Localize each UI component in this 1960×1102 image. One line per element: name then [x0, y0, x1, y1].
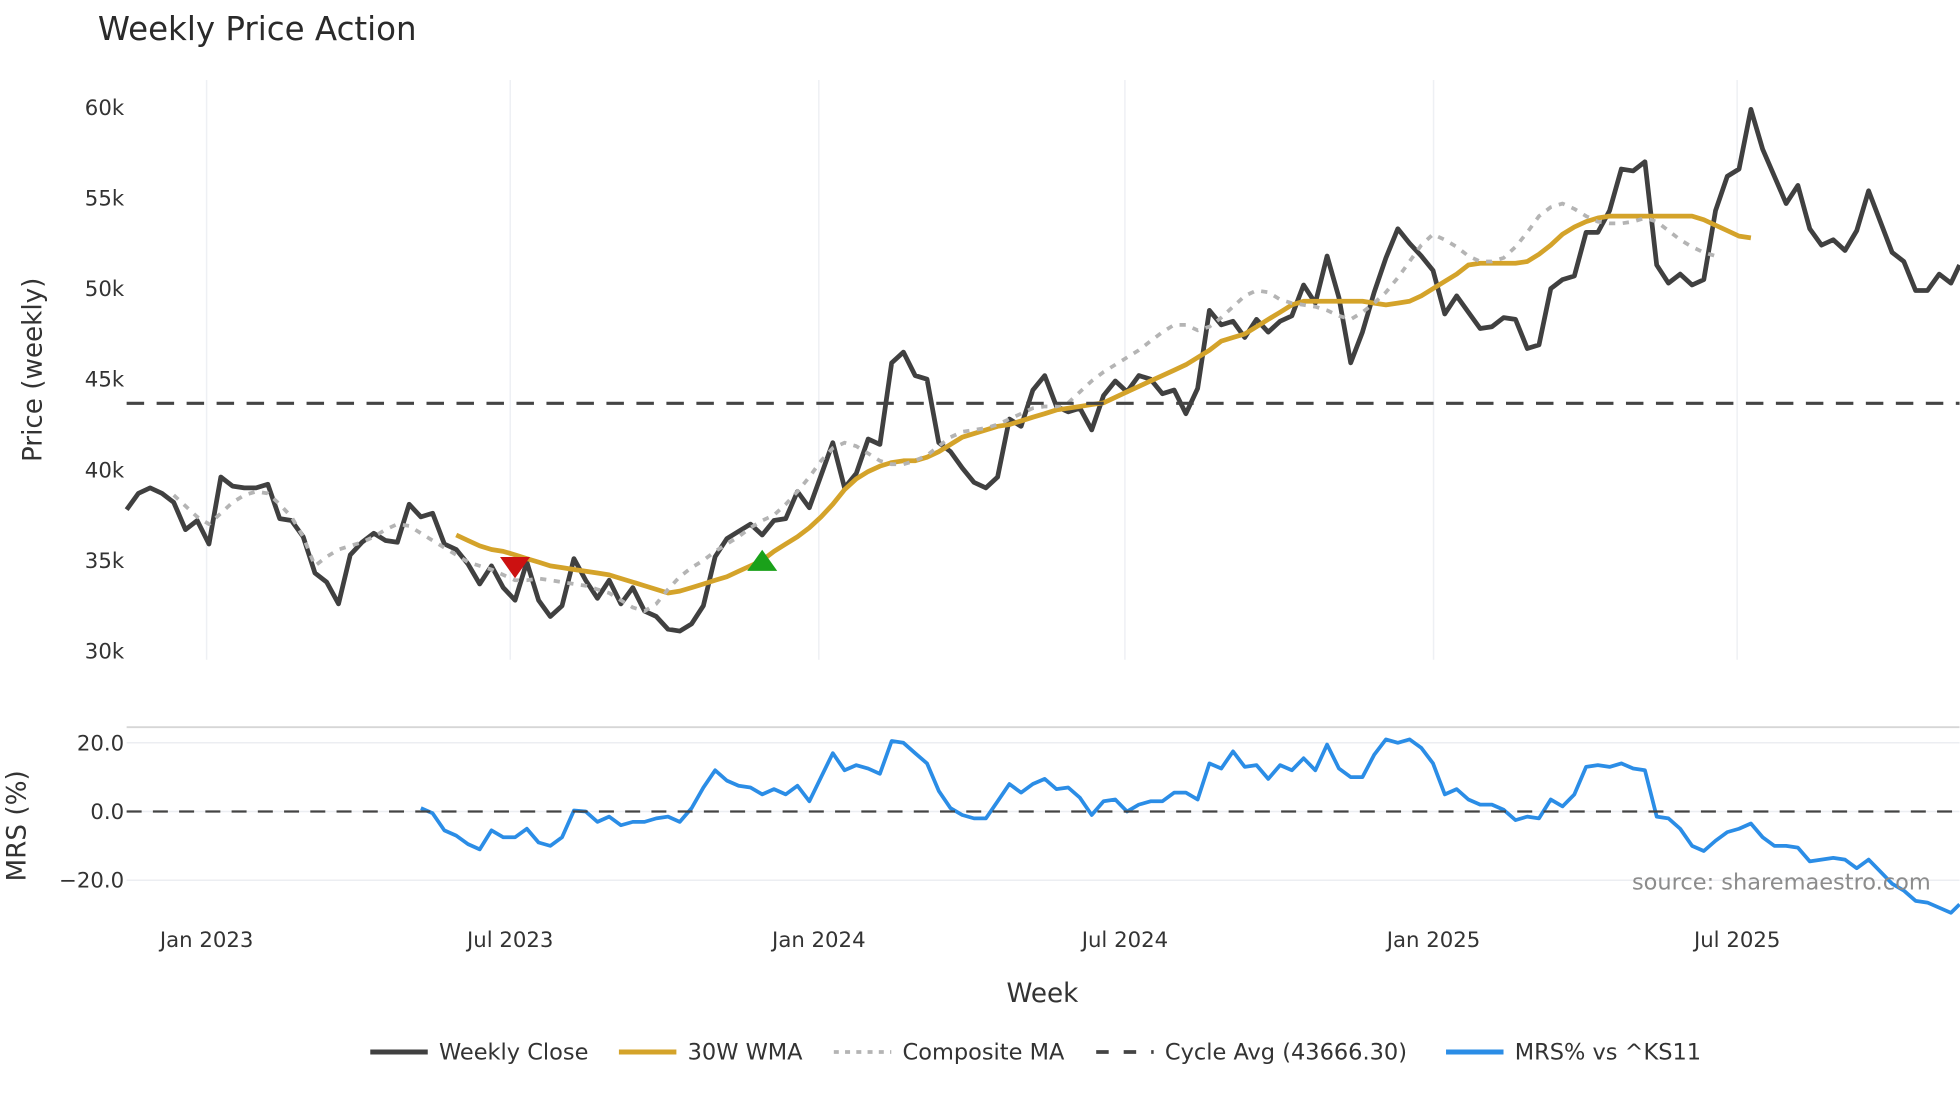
legend-label: MRS% vs ^KS11: [1515, 1040, 1701, 1066]
mrs-y-tick: 0.0: [90, 800, 124, 825]
mrs-gridlines: [126, 726, 1960, 881]
sell-signal-icon: [500, 557, 531, 579]
price-y-tick: 35k: [85, 549, 125, 574]
mrs-y-axis-label: MRS (%): [2, 770, 32, 881]
x-axis-ticks: Jan 2023 Jul 2023 Jan 2024 Jul 2024 Jan 2025…: [158, 928, 1781, 953]
legend-label: 30W WMA: [688, 1040, 804, 1066]
legend-item[interactable]: Weekly Close: [370, 1040, 588, 1066]
legend-label: Cycle Avg (43666.30): [1165, 1040, 1407, 1066]
legend-label: Composite MA: [903, 1040, 1065, 1066]
legend-item[interactable]: MRS% vs ^KS11: [1446, 1040, 1701, 1066]
series-layer: [124, 106, 1960, 915]
price-y-ticks: 30k 35k 40k 45k 50k 55k 60k: [85, 96, 125, 665]
x-tick: Jan 2024: [770, 928, 866, 953]
price-y-axis-label: Price (weekly): [19, 278, 49, 462]
weekly-close-line: [124, 106, 1960, 634]
x-axis-label: Week: [1007, 979, 1080, 1009]
x-tick: Jan 2025: [1385, 928, 1481, 953]
mrs-y-ticks: −20.0 0.0 20.0: [59, 731, 124, 893]
x-tick: Jul 2023: [465, 928, 553, 953]
legend-item[interactable]: Cycle Avg (43666.30): [1096, 1040, 1407, 1066]
price-y-tick: 50k: [85, 277, 125, 302]
mrs-y-tick: −20.0: [59, 869, 124, 894]
price-y-tick: 40k: [85, 458, 125, 483]
composite-ma-line: [172, 201, 1717, 613]
price-y-tick: 30k: [85, 639, 125, 664]
source-attribution: source: sharemaestro.com: [1632, 870, 1931, 896]
legend-item[interactable]: Composite MA: [833, 1040, 1065, 1066]
x-tick: Jan 2023: [158, 928, 254, 953]
price-y-tick: 45k: [85, 368, 125, 393]
price-y-tick: 55k: [85, 187, 125, 212]
legend-item[interactable]: 30W WMA: [618, 1040, 804, 1066]
mrs-vs-ks11-line: [420, 737, 1960, 915]
buy-signal-icon: [747, 549, 778, 571]
legend: Weekly Close 30W WMA Composite MA Cycle Avg…: [370, 1040, 1701, 1066]
price-gridlines: [205, 79, 1738, 660]
legend-label: Weekly Close: [439, 1040, 588, 1066]
price-y-tick: 60k: [85, 96, 125, 121]
x-tick: Jul 2025: [1692, 928, 1780, 953]
x-tick: Jul 2024: [1080, 928, 1168, 953]
mrs-y-tick: 20.0: [77, 731, 124, 756]
chart-title: Weekly Price Action: [98, 10, 417, 48]
